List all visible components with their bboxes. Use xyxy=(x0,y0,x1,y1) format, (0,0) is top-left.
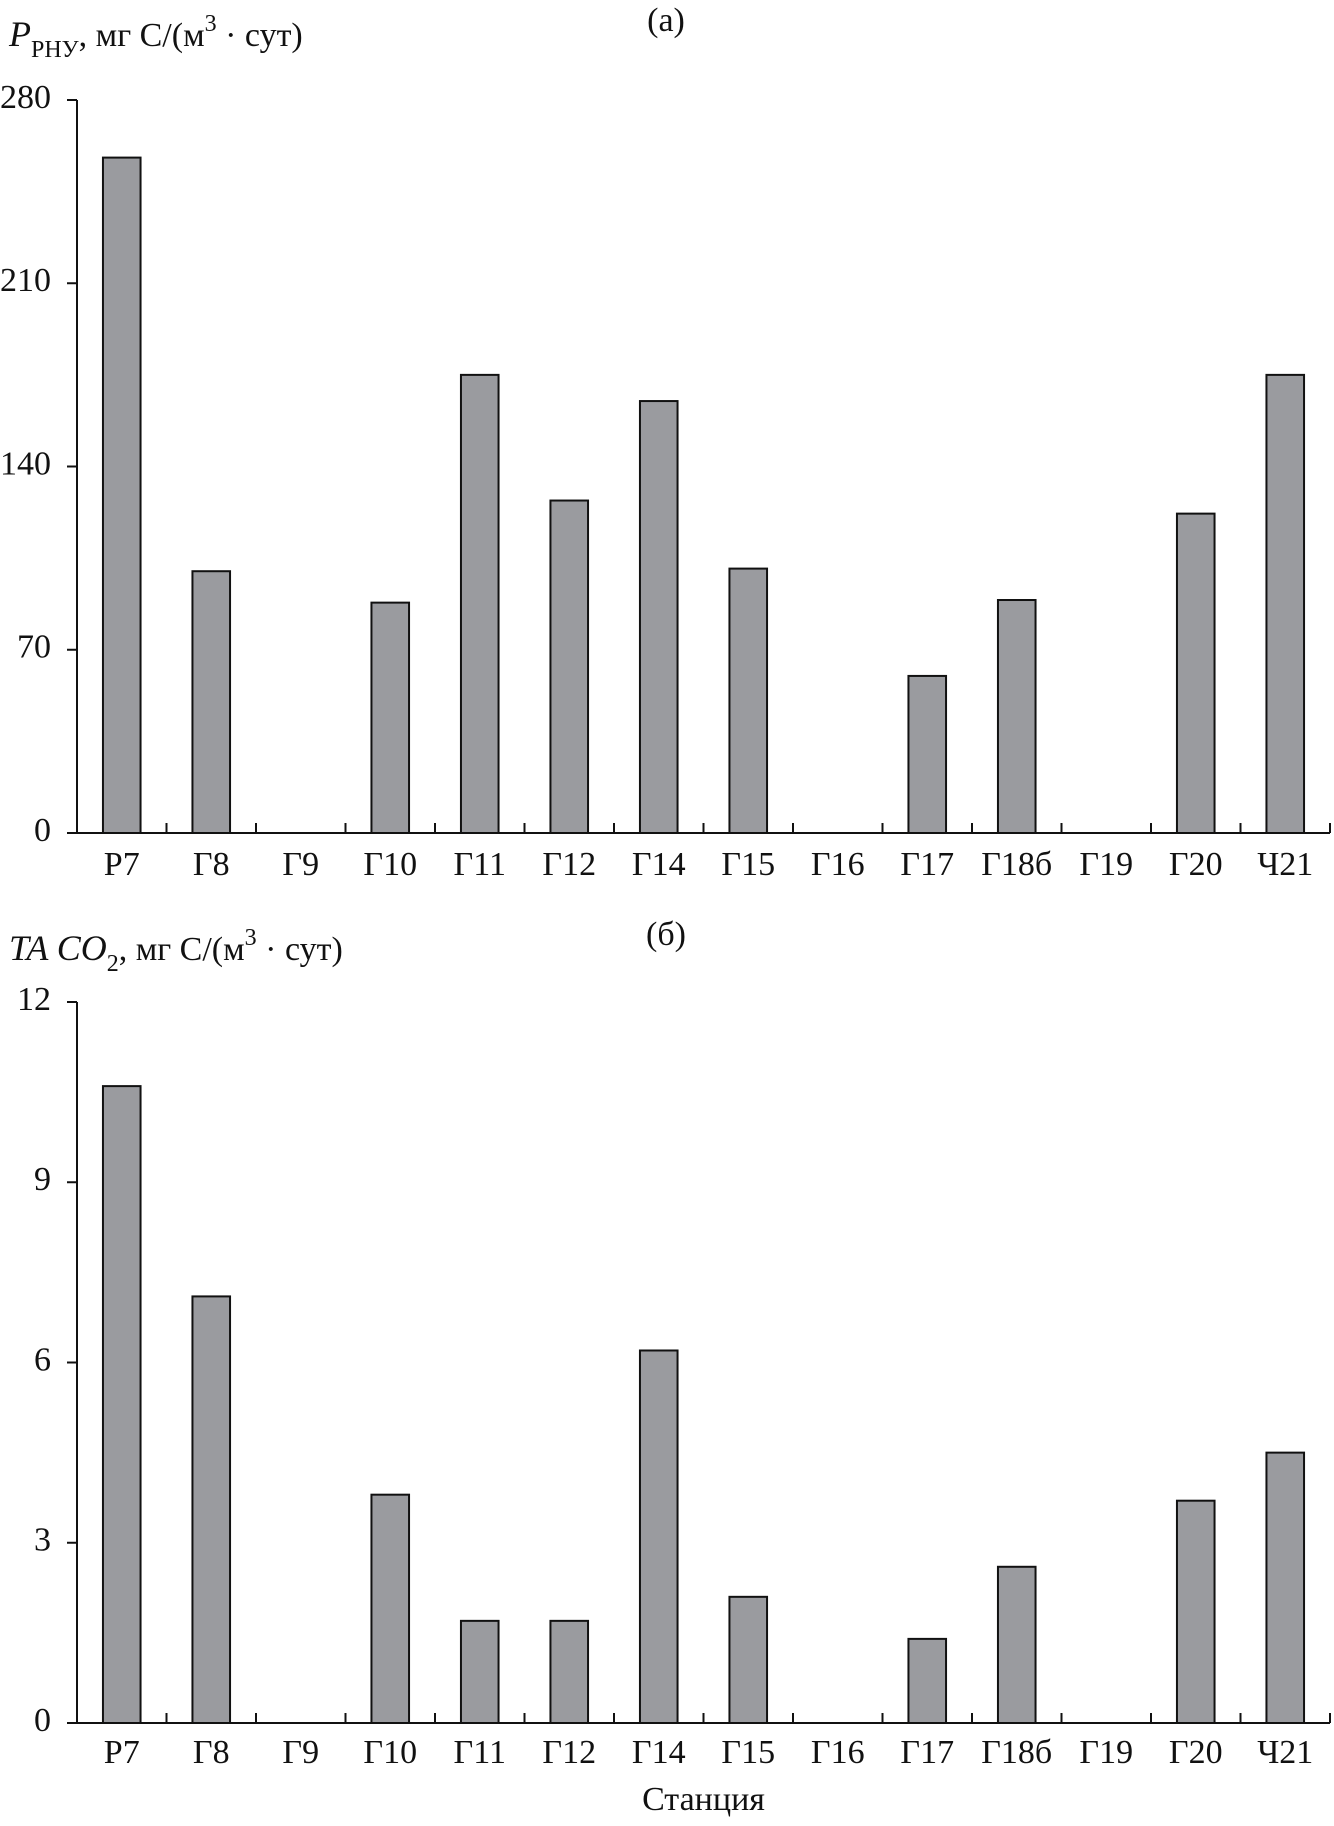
x-tick-label: Г20 xyxy=(1169,1734,1223,1771)
x-tick-label: Г17 xyxy=(900,1734,954,1771)
bar xyxy=(1265,373,1306,834)
x-tick-label: Г10 xyxy=(363,846,417,883)
bar xyxy=(370,1493,411,1725)
x-tick-label: Г16 xyxy=(811,1734,865,1771)
panel-label: (б) xyxy=(646,916,686,953)
y-axis-label-part: 3 xyxy=(245,925,257,951)
y-axis-label-part: 2 xyxy=(107,951,119,977)
x-tick-label: Г18б xyxy=(981,1734,1052,1771)
bar xyxy=(549,1619,590,1724)
y-tick-label: 6 xyxy=(34,1341,51,1378)
bar xyxy=(459,1619,500,1724)
y-axis-label-part: , мг C/(м xyxy=(119,931,245,968)
x-tick-label: Г15 xyxy=(721,846,775,883)
panel-label: (а) xyxy=(647,2,685,39)
y-tick-label: 280 xyxy=(0,79,51,116)
y-tick-label: 210 xyxy=(0,262,51,299)
x-tick-label: Г12 xyxy=(542,846,596,883)
x-tick-label: Г9 xyxy=(282,846,319,883)
x-tick-label: Г15 xyxy=(721,1734,775,1771)
x-tick-label: Г19 xyxy=(1079,1734,1133,1771)
bar xyxy=(996,1565,1037,1724)
bar xyxy=(1265,1451,1306,1724)
bar xyxy=(728,1595,769,1724)
y-tick-label: 140 xyxy=(0,445,51,482)
y-axis-label: TA CO2, мг C/(м3 · сут) xyxy=(9,925,343,977)
x-tick-label: Р7 xyxy=(104,1734,140,1771)
x-tick-label: Г18б xyxy=(981,846,1052,883)
x-tick-label: Г12 xyxy=(542,1734,596,1771)
bar xyxy=(101,1085,142,1725)
bar xyxy=(1175,1499,1216,1724)
bar xyxy=(728,567,769,834)
x-tick-label: Г17 xyxy=(900,846,954,883)
x-tick-label: Г14 xyxy=(632,1734,686,1771)
bar xyxy=(996,599,1037,835)
y-tick-label: 0 xyxy=(34,812,51,849)
y-axis-label-part: · сут) xyxy=(217,17,303,54)
x-tick-label: Г8 xyxy=(193,846,230,883)
bar xyxy=(191,570,232,834)
bar xyxy=(101,156,142,835)
x-tick-label: Г20 xyxy=(1169,846,1223,883)
bar xyxy=(549,499,590,834)
bar-chart: PРНУ, мг C/(м3 · сут) (а) 0 70 140 210 280 Р7 Г8… xyxy=(0,2,1331,883)
y-axis-label-part: · сут) xyxy=(257,931,343,968)
x-tick-label: Г10 xyxy=(363,1734,417,1771)
y-axis-label-part: P xyxy=(8,14,31,54)
bar xyxy=(638,1349,679,1724)
x-tick-label: Ч21 xyxy=(1257,1734,1313,1771)
y-tick-label: 12 xyxy=(17,981,51,1018)
bar xyxy=(191,1295,232,1724)
bar xyxy=(907,1637,948,1724)
y-axis-label-part: РНУ xyxy=(31,37,79,63)
bar xyxy=(459,373,500,834)
x-tick-label: Г16 xyxy=(811,846,865,883)
y-axis-label-part: 3 xyxy=(205,11,217,37)
x-tick-label: Р7 xyxy=(104,846,140,883)
bar xyxy=(1175,512,1216,834)
y-tick-label: 0 xyxy=(34,1702,51,1739)
y-tick-label: 9 xyxy=(34,1161,51,1198)
x-tick-label: Г14 xyxy=(632,846,686,883)
y-axis-label: PРНУ, мг C/(м3 · сут) xyxy=(8,11,303,63)
bar xyxy=(370,601,411,835)
bar xyxy=(638,400,679,834)
bar xyxy=(907,674,948,835)
y-axis-label-part: TA CO xyxy=(9,928,107,968)
x-axis-label: Станция xyxy=(642,1781,765,1818)
x-tick-label: Г11 xyxy=(454,1734,506,1771)
y-tick-label: 70 xyxy=(17,629,51,666)
x-tick-label: Г8 xyxy=(193,1734,230,1771)
x-tick-label: Г9 xyxy=(282,1734,319,1771)
bar-chart: TA CO2, мг C/(м3 · сут) (б)Станция036912Р… xyxy=(9,916,1331,1818)
x-tick-label: Г11 xyxy=(454,846,506,883)
y-tick-label: 3 xyxy=(34,1522,51,1559)
y-axis-label-part: , мг C/(м xyxy=(79,17,205,54)
x-tick-label: Г19 xyxy=(1079,846,1133,883)
x-tick-label: Ч21 xyxy=(1257,846,1313,883)
